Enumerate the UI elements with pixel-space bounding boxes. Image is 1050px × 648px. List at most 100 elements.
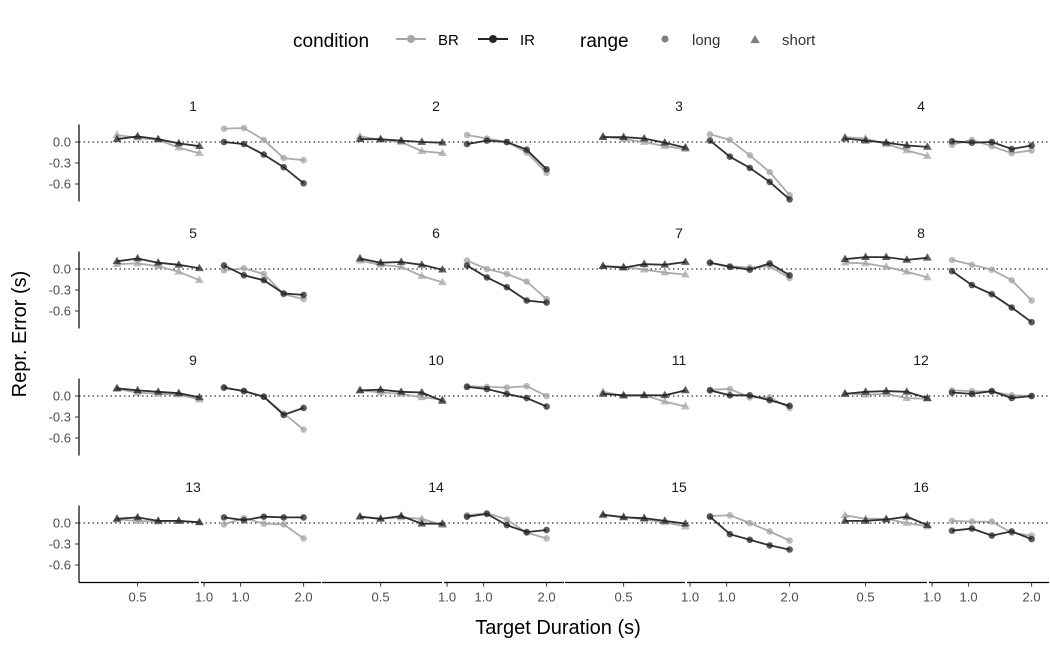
- data-point-IR-short: [195, 263, 204, 272]
- data-point-IR-long: [988, 138, 996, 146]
- data-point-IR-long: [300, 291, 307, 299]
- panel-label: 6: [432, 225, 440, 241]
- x-tick-label: 2.0: [538, 590, 556, 605]
- panel-label: 2: [432, 98, 440, 114]
- data-point-IR-short: [639, 259, 649, 267]
- data-point-IR-short: [598, 389, 608, 397]
- data-point-IR-long: [240, 272, 248, 279]
- data-point-BR-long: [726, 385, 734, 393]
- data-point-IR-short: [681, 143, 690, 151]
- data-point-IR-long: [746, 164, 754, 172]
- data-point-BR-short: [681, 270, 690, 278]
- data-point-IR-long: [463, 262, 471, 269]
- data-point-BR-long: [300, 535, 307, 542]
- data-point-IR-long: [280, 514, 288, 521]
- y-tick-label: -0.3: [49, 537, 71, 552]
- data-point-BR-short: [902, 393, 912, 401]
- data-point-BR-long: [968, 518, 976, 525]
- data-point-IR-long: [483, 510, 491, 518]
- data-point-IR-long: [503, 390, 511, 398]
- data-point-IR-long: [988, 387, 996, 395]
- data-point-IR-long: [1028, 318, 1035, 326]
- data-point-IR-long: [220, 384, 228, 391]
- data-point-IR-long: [1028, 535, 1035, 543]
- data-point-BR-short: [840, 510, 850, 519]
- data-point-IR-long: [240, 387, 248, 395]
- data-point-IR-short: [112, 383, 122, 392]
- data-point-BR-short: [133, 258, 142, 267]
- data-point-BR-long: [948, 256, 956, 264]
- data-point-BR-long: [523, 382, 530, 390]
- data-point-IR-short: [376, 258, 385, 266]
- data-point-BR-long: [220, 521, 228, 528]
- data-point-BR-long: [300, 426, 307, 433]
- data-point-IR-long: [463, 513, 471, 520]
- data-point-IR-long: [523, 394, 530, 402]
- data-point-IR-long: [543, 403, 550, 410]
- x-tick-label: 1.0: [681, 590, 699, 605]
- panel-16: 16 0.5 1.0 1.0 2.0: [807, 479, 1049, 605]
- data-point-IR-short: [133, 131, 142, 140]
- data-point-IR-long: [503, 138, 511, 146]
- data-point-IR-short: [112, 514, 122, 522]
- y-tick-label: -0.6: [49, 177, 71, 192]
- data-point-IR-long: [260, 393, 268, 401]
- data-point-IR-short: [174, 516, 184, 524]
- data-point-BR-long: [746, 519, 754, 527]
- data-point-IR-long: [280, 290, 288, 297]
- data-point-BR-long: [463, 257, 471, 264]
- data-point-IR-long: [726, 392, 734, 399]
- data-point-IR-long: [280, 163, 288, 171]
- data-point-BR-short: [902, 267, 912, 275]
- data-point-IR-long: [1028, 392, 1035, 400]
- data-point-BR-long: [503, 516, 511, 523]
- data-point-IR-long: [706, 137, 714, 144]
- data-point-IR-short: [133, 253, 142, 262]
- data-point-BR-long: [260, 136, 268, 144]
- data-point-IR-short: [902, 140, 912, 149]
- data-point-IR-short: [902, 387, 912, 395]
- data-point-BR-short: [881, 262, 891, 270]
- y-tick-label: -0.6: [49, 558, 71, 573]
- data-point-BR-long: [1008, 276, 1015, 284]
- data-point-BR-long: [726, 512, 734, 519]
- data-point-IR-short: [840, 516, 850, 524]
- data-point-BR-long: [543, 392, 550, 400]
- data-point-BR-short: [195, 148, 204, 157]
- data-point-IR-short: [174, 138, 184, 147]
- data-point-BR-long: [988, 266, 996, 274]
- data-point-BR-short: [438, 277, 447, 286]
- data-point-IR-long: [706, 387, 714, 394]
- data-point-BR-long: [988, 518, 996, 525]
- data-point-IR-long: [988, 532, 996, 539]
- data-point-BR-long: [260, 270, 268, 278]
- data-point-IR-short: [902, 512, 912, 520]
- data-point-IR-short: [195, 517, 204, 526]
- data-point-BR-short: [438, 148, 447, 157]
- x-tick-label: 1.0: [923, 590, 941, 605]
- data-point-IR-long: [300, 404, 307, 412]
- panel-15: 15 0.5 1.0 1.0 2.0: [565, 479, 807, 605]
- data-point-BR-long: [260, 520, 268, 527]
- data-point-IR-short: [660, 138, 670, 146]
- data-point-IR-short: [112, 134, 122, 143]
- data-point-IR-long: [463, 140, 471, 148]
- data-point-BR-long: [746, 152, 754, 159]
- data-point-BR-long: [726, 136, 734, 144]
- y-tick-label: -0.3: [49, 410, 71, 425]
- data-point-IR-long: [483, 137, 491, 144]
- legend-label-long: long: [692, 32, 720, 49]
- panel-label: 3: [675, 98, 683, 114]
- data-point-IR-short: [660, 516, 670, 524]
- legend-label-short: short: [782, 32, 816, 49]
- data-point-BR-long: [240, 265, 248, 272]
- panel-12: 12: [807, 352, 1049, 402]
- data-point-BR-long: [220, 125, 228, 132]
- data-point-IR-long: [503, 521, 511, 529]
- data-point-IR-long: [948, 138, 956, 145]
- data-point-IR-short: [438, 396, 447, 404]
- data-point-IR-short: [681, 257, 690, 265]
- data-point-IR-short: [840, 389, 850, 397]
- data-point-BR-long: [766, 528, 773, 535]
